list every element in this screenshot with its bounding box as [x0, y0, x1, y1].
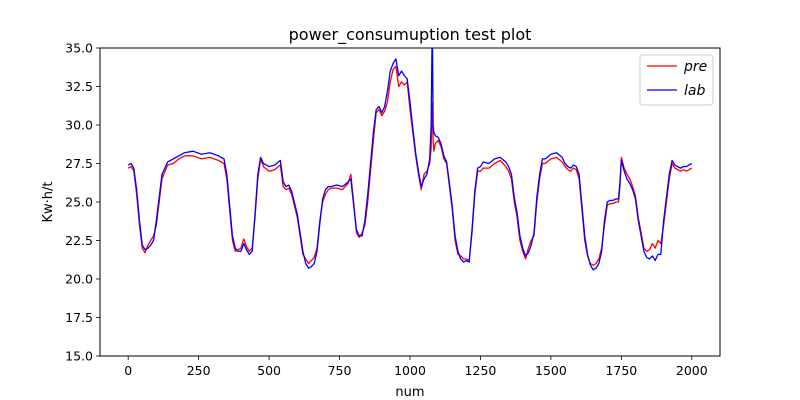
y-tick-label: 22.5	[65, 233, 93, 248]
x-tick-label: 1750	[605, 363, 637, 378]
x-tick-label: 250	[187, 363, 211, 378]
y-tick-label: 17.5	[65, 310, 93, 325]
x-tick-label: 750	[328, 363, 352, 378]
y-axis-label: Kw·h/t	[41, 181, 56, 222]
x-tick-label: 1000	[394, 363, 426, 378]
series-layer	[127, 48, 693, 271]
legend-label-lab: lab	[684, 83, 705, 99]
y-tick-label: 25.0	[65, 195, 93, 210]
x-axis-label: num	[395, 385, 424, 400]
legend: pre lab	[639, 54, 714, 106]
x-tick-label: 0	[124, 363, 132, 378]
x-axis-ticks: 0 250 500 750 1000 1250 1500 1750 2000	[124, 356, 708, 378]
legend-box	[639, 54, 714, 106]
legend-label-pre: pre	[683, 59, 707, 75]
y-axis-ticks: 15.0 17.5 20.0 22.5 25.0 27.5 30.0 32.5 35.0	[65, 41, 100, 364]
y-tick-label: 15.0	[65, 349, 93, 364]
x-tick-label: 2000	[676, 363, 708, 378]
y-tick-label: 30.0	[65, 118, 93, 133]
y-tick-label: 35.0	[65, 41, 93, 56]
x-tick-label: 1250	[465, 363, 497, 378]
series-line-lab	[127, 48, 693, 271]
x-tick-label: 1500	[535, 363, 567, 378]
chart-title: power_consumuption test plot	[289, 25, 532, 45]
y-tick-label: 32.5	[65, 79, 93, 94]
y-tick-label: 27.5	[65, 156, 93, 171]
x-tick-label: 500	[257, 363, 281, 378]
y-tick-label: 20.0	[65, 272, 93, 287]
